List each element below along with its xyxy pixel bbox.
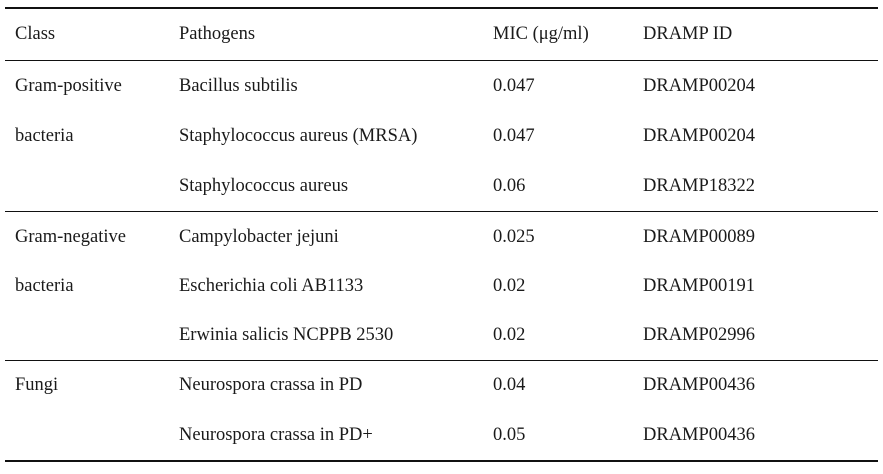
- mic-cell: 0.02: [493, 325, 526, 345]
- dramp-id-cell: DRAMP00089: [643, 227, 756, 247]
- dramp-id-cell: DRAMP00204: [643, 76, 756, 96]
- class-label: Gram-negative: [15, 227, 126, 247]
- pathogen-cell: Staphylococcus aureus (MRSA): [179, 126, 418, 146]
- dramp-id-cell: DRAMP00436: [643, 425, 756, 445]
- dramp-id-cell: DRAMP00204: [643, 126, 756, 146]
- class-label: bacteria: [15, 126, 74, 146]
- mic-cell: 0.047: [493, 76, 535, 96]
- pathogen-cell: Neurospora crassa in PD+: [179, 425, 373, 445]
- pathogen-cell: Erwinia salicis NCPPB 2530: [179, 325, 394, 345]
- dramp-id-cell: DRAMP02996: [643, 325, 756, 345]
- class-label: bacteria: [15, 276, 74, 296]
- dramp-id-cell: DRAMP00436: [643, 375, 756, 395]
- class-label: Fungi: [15, 375, 59, 395]
- mic-cell: 0.047: [493, 126, 535, 146]
- header-class: Class: [15, 24, 56, 44]
- table-top-rule: [5, 7, 878, 9]
- mic-cell: 0.04: [493, 375, 526, 395]
- dramp-id-cell: DRAMP18322: [643, 176, 756, 196]
- pathogen-cell: Bacillus subtilis: [179, 76, 298, 96]
- mic-cell: 0.02: [493, 276, 526, 296]
- pathogen-cell: Neurospora crassa in PD: [179, 375, 363, 395]
- class-label: Gram-positive: [15, 76, 122, 96]
- header-pathogens: Pathogens: [179, 24, 256, 44]
- pathogen-cell: Campylobacter jejuni: [179, 227, 339, 247]
- group-divider: [5, 360, 878, 361]
- group-divider: [5, 211, 878, 212]
- header-dramp-id: DRAMP ID: [643, 24, 733, 44]
- pathogen-cell: Escherichia coli AB1133: [179, 276, 364, 296]
- header-mic: MIC (μg/ml): [493, 24, 589, 44]
- table-bottom-rule: [5, 460, 878, 462]
- mic-cell: 0.05: [493, 425, 526, 445]
- header-rule: [5, 60, 878, 61]
- pathogen-cell: Staphylococcus aureus: [179, 176, 349, 196]
- mic-cell: 0.025: [493, 227, 535, 247]
- dramp-id-cell: DRAMP00191: [643, 276, 756, 296]
- mic-cell: 0.06: [493, 176, 526, 196]
